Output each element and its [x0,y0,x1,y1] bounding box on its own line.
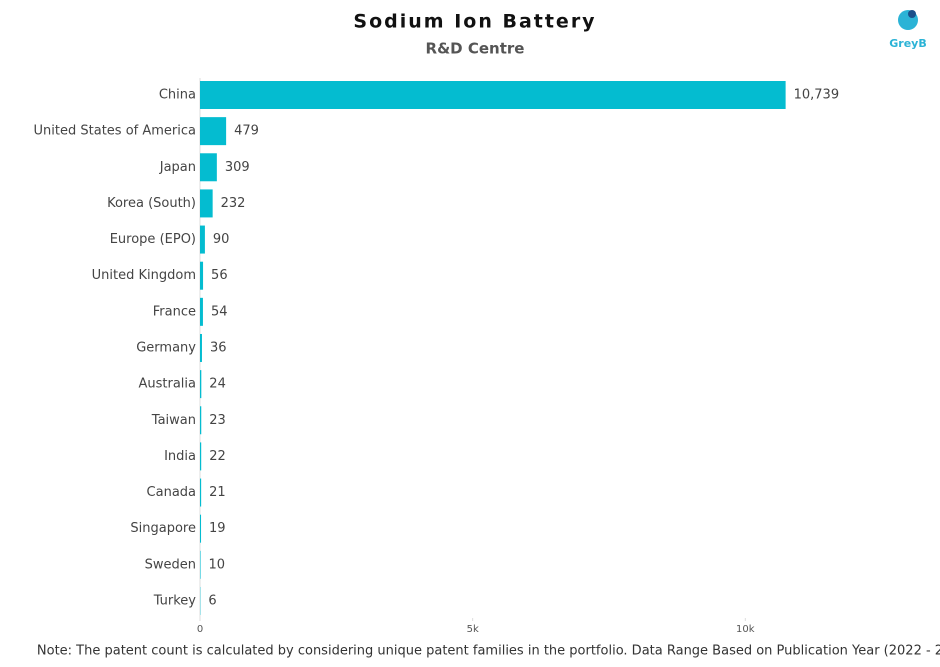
value-label: 309 [225,160,250,175]
value-label: 24 [209,377,226,392]
bar [200,153,217,182]
y-tick-label: Singapore [130,521,196,536]
chart-title: Sodium Ion Battery [353,11,596,33]
y-tick-label: Europe (EPO) [110,232,196,247]
y-tick-label: Taiwan [151,413,196,428]
y-tick-label: United Kingdom [92,268,196,283]
y-tick-label: India [164,449,196,464]
value-label: 19 [209,521,226,536]
value-label: 56 [211,268,228,283]
bar [200,550,201,579]
value-label: 90 [213,232,230,247]
y-tick-label: Japan [159,160,196,175]
y-tick-label: China [159,88,196,103]
chart-subtitle: R&D Centre [426,40,525,58]
bar [200,442,202,471]
bar [200,478,202,507]
value-label: 10 [209,557,226,572]
value-label: 23 [209,413,226,428]
y-tick-label: Germany [136,340,196,355]
bar [200,189,213,218]
bar [200,225,205,254]
bar [200,406,202,435]
y-tick-label: United States of America [34,124,196,139]
bar [200,117,227,146]
y-tick-label: Canada [147,485,196,500]
value-label: 479 [234,124,259,139]
y-tick-label: France [153,304,196,319]
logo-icon [898,10,918,30]
value-label: 21 [209,485,226,500]
y-tick-label: Australia [138,377,196,392]
bar [200,370,202,399]
bar [200,333,202,362]
value-label: 54 [211,304,228,319]
value-label: 36 [210,340,227,355]
y-tick-label: Turkey [153,593,197,608]
value-label: 22 [209,449,226,464]
x-tick-label: 10k [736,624,755,635]
value-label: 232 [221,196,246,211]
x-tick-label: 5k [467,624,479,635]
bar [200,261,204,290]
bar [200,297,203,326]
bar [200,514,202,543]
x-tick-label: 0 [197,624,203,635]
bar [200,81,786,109]
logo-text: GreyB [889,37,926,50]
note: Note: The patent count is calculated by … [37,644,940,659]
y-tick-label: Korea (South) [107,196,196,211]
value-label: 10,739 [794,88,840,103]
value-label: 6 [208,593,216,608]
y-tick-label: Sweden [145,557,196,572]
